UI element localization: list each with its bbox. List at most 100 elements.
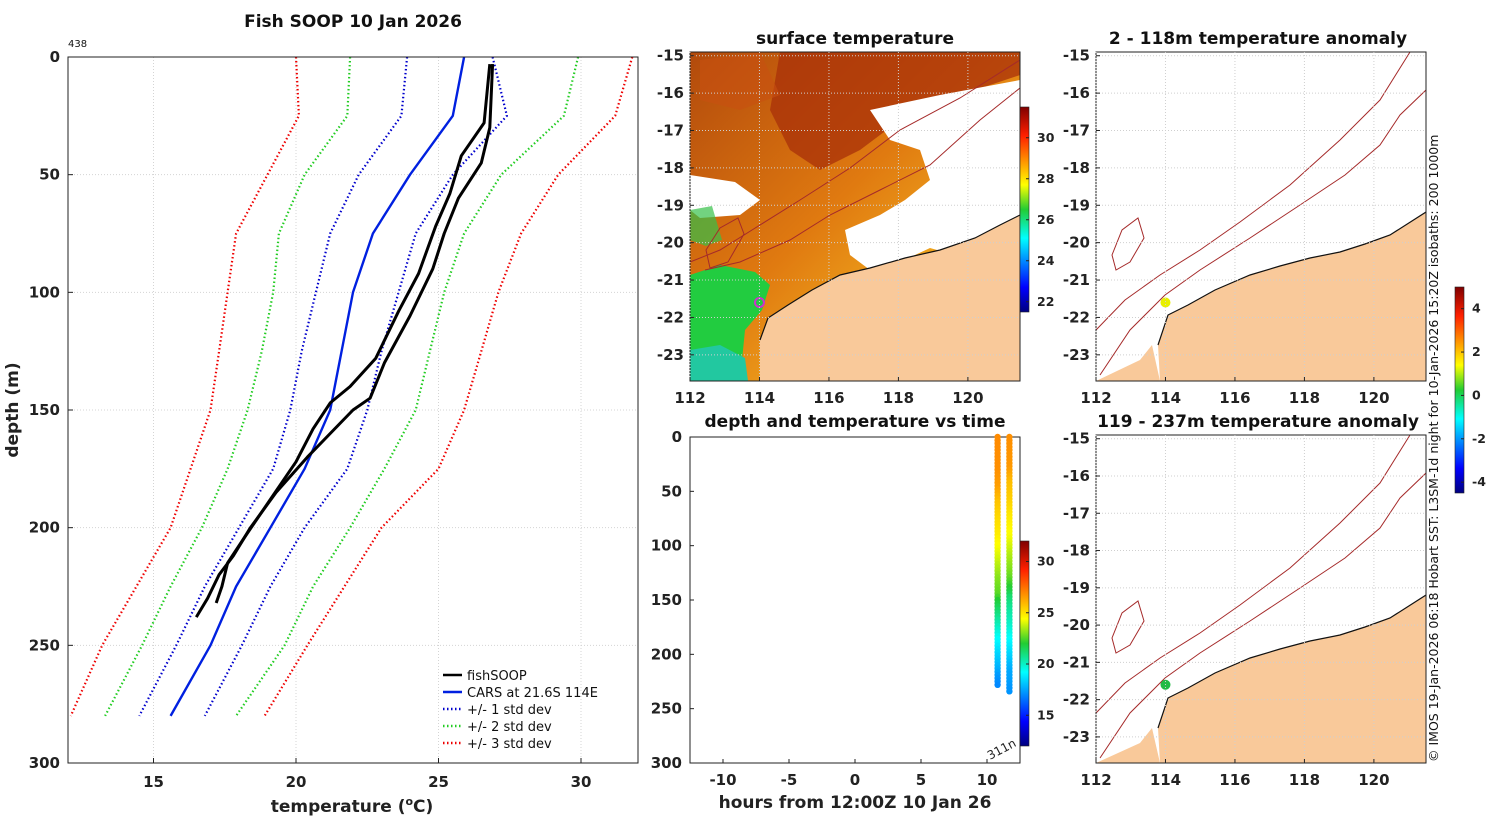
anomaly-deep-map: 119 - 237m temperature anomaly 112 114 116… (1063, 412, 1427, 789)
anom1-land (1158, 212, 1426, 381)
time-plot-ytick-label: 250 (651, 700, 682, 718)
surface-map-ytick-label: -19 (657, 196, 684, 214)
profile-corner-label: 438 (68, 39, 87, 50)
time-colorbar-ticks: 15 20 25 30 (1026, 554, 1055, 722)
surface-map-ytick-label: -16 (657, 84, 684, 102)
profile-title: Fish SOOP 10 Jan 2026 (244, 12, 462, 32)
time-plot-xtick-label: 0 (850, 771, 860, 789)
anom2-land-west (1096, 728, 1160, 763)
anomaly-shallow-ytick-label: -23 (1063, 346, 1090, 364)
time-plot-xticks: -10 -5 0 5 10 (709, 759, 997, 789)
anom1-land-west (1096, 345, 1160, 381)
anomaly-shallow-xtick-label: 112 (1080, 389, 1111, 407)
surface-colorbar-tick-label: 26 (1037, 212, 1055, 227)
anomaly-shallow-field (1096, 52, 1426, 381)
time-plot-ytick-label: 0 (672, 428, 682, 446)
sst-isobath-1000 (690, 59, 1020, 263)
surface-map-xtick-label: 114 (744, 389, 775, 407)
sst-cyan-field (690, 345, 748, 381)
legend-label-fishsoop: fishSOOP (467, 669, 527, 684)
profile-legend: fishSOOP CARS at 21.6S 114E +/- 1 std de… (443, 669, 598, 752)
profile-xtick-label: 25 (428, 773, 449, 791)
sst-hot-patch (700, 52, 780, 110)
legend-label-std2: +/- 2 std dev (467, 720, 552, 735)
time-plot-frame (689, 436, 1021, 764)
sst-green-speckle (690, 206, 722, 246)
anomaly-shallow-station-marker (1160, 297, 1171, 308)
profile-xtick-label: 20 (286, 773, 307, 791)
time-plot-ytick-label: 50 (661, 482, 682, 500)
anomaly-deep-ytick-label: -17 (1063, 504, 1090, 522)
time-plot-point (994, 681, 1001, 688)
profile-ytick-label: 100 (29, 283, 60, 301)
anom1-island (1111, 217, 1145, 271)
profile-line-std1-low (138, 56, 409, 717)
surface-map-xtick-label: 116 (813, 389, 844, 407)
anomaly-shallow-title: 2 - 118m temperature anomaly (1109, 29, 1407, 49)
legend-label-std1: +/- 1 std dev (467, 703, 552, 718)
surface-map-ytick-label: -22 (657, 308, 684, 326)
surface-map-ytick-label: -17 (657, 122, 684, 140)
anomaly-shallow-ytick-label: -15 (1063, 47, 1090, 65)
anomaly-shallow-xtick-label: 116 (1219, 389, 1250, 407)
surface-map-xticks: 112 114 116 118 120 (674, 52, 984, 407)
anomaly-shallow-ytick-label: -22 (1063, 308, 1090, 326)
anomaly-shallow-xticks: 112 114 116 118 120 (1080, 52, 1390, 407)
anomaly-deep-field (1096, 435, 1426, 763)
anom2-land (1158, 595, 1426, 763)
surface-map: surface temperature 112 114 116 118 120 -15-… (657, 29, 1055, 407)
anom1-isobath-1000 (1096, 52, 1411, 331)
sst-coastline (759, 214, 1020, 341)
profile-ylabel: depth (m) (3, 362, 23, 457)
surface-colorbar (1019, 106, 1030, 313)
time-plot-xtick-label: -5 (781, 771, 798, 789)
sst-land (760, 215, 1020, 381)
surface-colorbar-tick-label: 30 (1037, 130, 1055, 145)
time-plot-xtick-label: -10 (709, 771, 736, 789)
profile-xtick-label: 30 (571, 773, 592, 791)
surface-map-ytick-label: -20 (657, 234, 684, 252)
surface-map-xtick-label: 118 (883, 389, 914, 407)
surface-map-xtick-label: 120 (952, 389, 983, 407)
anomaly-shallow-xtick-label: 120 (1358, 389, 1389, 407)
anom2-island (1111, 600, 1145, 654)
time-plot-ytick-label: 300 (651, 754, 682, 772)
anomaly-deep-xtick-label: 116 (1219, 771, 1250, 789)
anomaly-deep-ytick-label: -16 (1063, 467, 1090, 485)
anomaly-shallow-ytick-label: -21 (1063, 271, 1090, 289)
anomaly-colorbar-tick-label: -2 (1472, 431, 1486, 446)
anomaly-shallow-frame (1095, 51, 1427, 382)
profile-ytick-label: 50 (39, 166, 60, 184)
anomaly-deep-ytick-label: -19 (1063, 579, 1090, 597)
profile-line-std2-high (235, 56, 580, 717)
anomaly-colorbar-tick-label: 4 (1472, 301, 1481, 316)
anomaly-shallow-xtick-label: 118 (1289, 389, 1320, 407)
time-colorbar-tick-label: 20 (1037, 656, 1055, 671)
surface-map-title: surface temperature (756, 29, 954, 49)
surface-colorbar-ticks: 22 24 26 28 30 (1026, 130, 1055, 309)
surface-colorbar-tick-label: 22 (1037, 294, 1054, 309)
surface-map-yticks: -15 -16 -17 -18 -19 -20 -21 -22 -23 (657, 47, 1020, 364)
anomaly-colorbar-tick-label: 2 (1472, 344, 1481, 359)
anomaly-deep-title: 119 - 237m temperature anomaly (1097, 412, 1419, 432)
anomaly-colorbar-ticks: 4 2 0 -2 -4 (1461, 301, 1486, 489)
time-plot-ytick-label: 150 (651, 591, 682, 609)
time-plot-ytick-label: 200 (651, 645, 682, 663)
sst-cloud-1 (845, 80, 1020, 270)
time-colorbar-tick-label: 15 (1037, 707, 1054, 722)
anomaly-deep-ytick-label: -20 (1063, 616, 1090, 634)
profile-yticks: 0 50 100 150 200 250 300 (29, 48, 73, 772)
anom1-isobath-200 (1099, 89, 1426, 376)
anomaly-colorbar: 4 2 0 -2 -4 (1454, 286, 1486, 494)
time-plot-points (994, 433, 1013, 695)
time-plot: depth and temperature vs time -10 -5 0 5 10 … (651, 412, 1055, 813)
surface-station-marker (753, 296, 765, 308)
profile-ytick-label: 200 (29, 519, 60, 537)
legend-label-std3: +/- 3 std dev (467, 737, 552, 752)
profile-xticks: 15 20 25 30 (143, 758, 591, 791)
anomaly-deep-ytick-label: -15 (1063, 430, 1090, 448)
legend-label-cars: CARS at 21.6S 114E (467, 686, 598, 701)
anomaly-deep-xtick-label: 112 (1080, 771, 1111, 789)
anom2-isobath-1000 (1096, 435, 1411, 714)
